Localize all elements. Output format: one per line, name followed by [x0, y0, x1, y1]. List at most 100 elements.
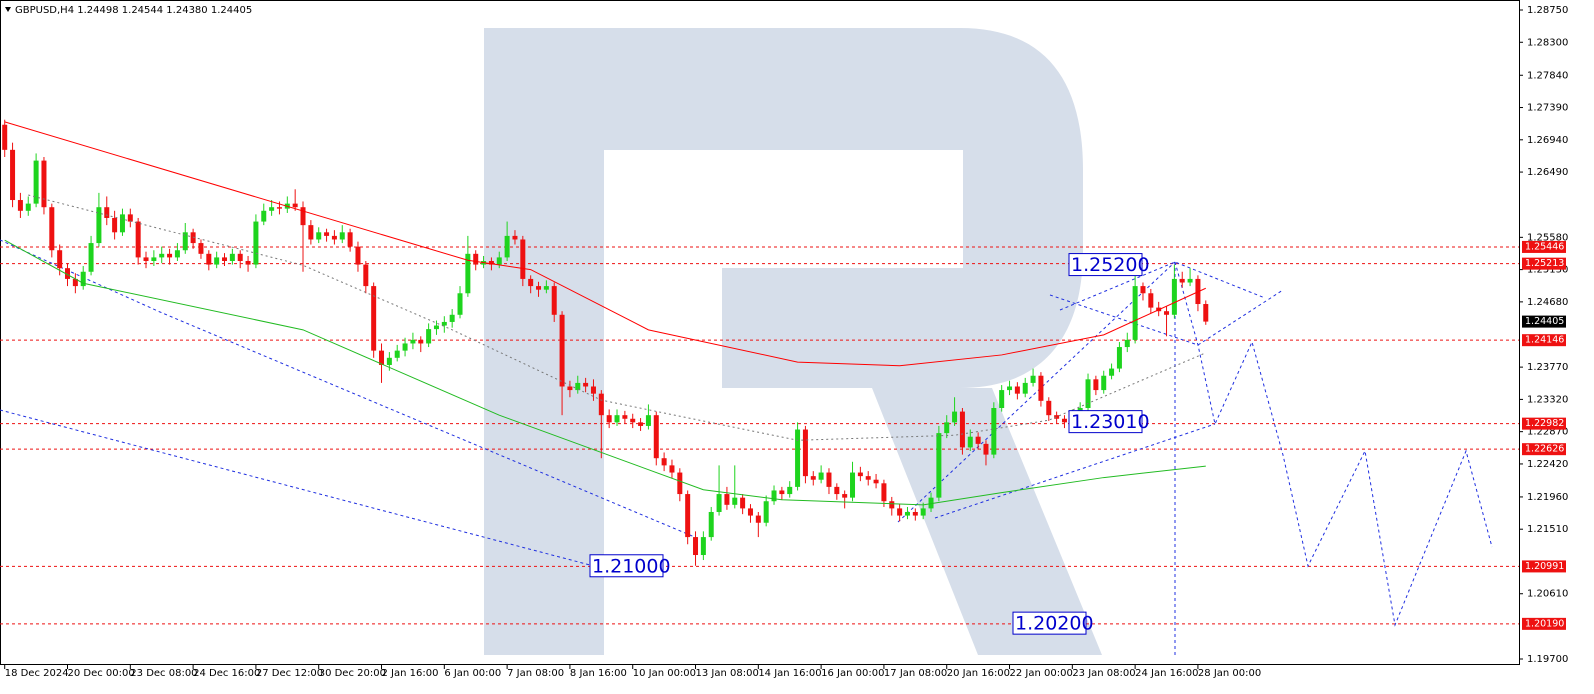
candle-body: [1030, 375, 1036, 383]
candle-body: [10, 149, 16, 201]
candle-body: [1109, 368, 1115, 376]
chart-title: GBPUSD,H4 1.24498 1.24544 1.24380 1.2440…: [15, 5, 252, 16]
candle-body: [559, 314, 565, 387]
candle-body: [842, 494, 848, 498]
candle-body: [25, 203, 31, 211]
candle-body: [881, 483, 887, 502]
candle-body: [928, 497, 934, 509]
candle-body: [661, 458, 667, 466]
candle-body: [174, 250, 180, 258]
candle-body: [991, 408, 997, 455]
candle-body: [959, 411, 965, 448]
forecast-path: [1174, 261, 1493, 627]
annotation-box: [1068, 410, 1143, 434]
annotations: 1.25200 1.23010 1.21000 1.20200: [589, 253, 1150, 635]
candle-body: [65, 268, 71, 279]
candle-body: [49, 207, 55, 251]
level-tag: [1522, 334, 1566, 347]
candle-body: [1203, 304, 1209, 322]
y-tick-label: 1.19700: [1527, 654, 1568, 665]
candle-body: [371, 286, 377, 351]
candle-body: [912, 511, 918, 516]
candle-body: [182, 232, 188, 251]
x-tick-label: 23 Dec 08:00: [130, 668, 197, 679]
candle-body: [1054, 415, 1060, 419]
x-tick-label: 14 Jan 16:00: [758, 668, 821, 679]
level-label: 1.24146: [1525, 335, 1564, 346]
level-label: 1.20190: [1525, 618, 1564, 629]
candle-body: [418, 339, 424, 344]
y-tick-label: 1.23320: [1527, 394, 1568, 405]
candle-body: [1187, 278, 1193, 283]
menu-arrow[interactable]: [5, 7, 11, 12]
candle-body: [1164, 311, 1170, 315]
candle-body: [269, 207, 275, 211]
annotation-label: 1.20200: [1015, 613, 1094, 635]
candle-body: [135, 221, 141, 258]
candle-body: [771, 490, 777, 502]
candle-body: [732, 497, 738, 505]
candle-body: [355, 246, 361, 265]
candle-body: [755, 515, 761, 523]
candle-body: [237, 253, 243, 261]
candle-body: [622, 415, 628, 419]
y-tick-label: 1.23770: [1527, 362, 1568, 373]
candle-body: [897, 508, 903, 516]
candle-body: [685, 494, 691, 538]
candle-body: [1093, 379, 1099, 391]
candle-body: [630, 418, 636, 423]
annotation-box: [1012, 611, 1087, 635]
candle-body: [606, 415, 612, 423]
candle-body: [1046, 400, 1052, 416]
y-tick-label: 1.21960: [1527, 492, 1568, 503]
y-tick-label: 1.26490: [1527, 167, 1568, 178]
x-tick-label: 7 Jan 08:00: [507, 668, 564, 679]
x-tick-label: 28 Jan 00:00: [1198, 668, 1261, 679]
x-tick-label: 17 Jan 08:00: [884, 668, 947, 679]
candle-body: [1085, 379, 1091, 409]
candle-body: [347, 232, 353, 247]
candle-body: [339, 232, 345, 240]
candle-body: [598, 393, 604, 416]
candle-body: [669, 465, 675, 473]
candle-body: [96, 207, 102, 244]
y-tick-label: 1.27390: [1527, 103, 1568, 114]
moving-average: [28, 194, 1206, 441]
candle-body: [1022, 382, 1028, 394]
x-tick-label: 24 Jan 16:00: [1135, 668, 1198, 679]
candle-body: [693, 537, 699, 556]
level-tag: [1522, 240, 1566, 253]
x-tick-label: 20 Jan 16:00: [947, 668, 1010, 679]
candle-body: [72, 278, 78, 287]
annotation-label: 1.21000: [592, 555, 671, 577]
candle-body: [261, 210, 267, 222]
trend-line: [934, 423, 1216, 519]
candle-body: [276, 207, 282, 209]
x-tick-label: 20 Dec 00:00: [68, 668, 135, 679]
level-label: 1.22982: [1525, 418, 1564, 429]
candle-body: [292, 203, 298, 208]
candle-body: [967, 436, 973, 448]
candle-body: [1014, 386, 1020, 394]
watermark: [484, 28, 1102, 655]
axes: 1.28750 1.28300 1.27840 1.27390 1.26940 1.264…: [4, 5, 1568, 679]
candle-body: [983, 443, 989, 455]
level-tag: [1522, 560, 1566, 573]
candle-body: [583, 382, 589, 387]
level-tag: [1522, 443, 1566, 456]
y-tick-label: 1.25580: [1527, 232, 1568, 243]
candle-body: [473, 253, 479, 265]
x-tick-label: 10 Jan 00:00: [633, 668, 696, 679]
candle-body: [920, 508, 926, 516]
watermark-bowl: [604, 28, 1083, 388]
candle-body: [575, 382, 581, 391]
indicators: [4, 121, 1206, 506]
candle-body: [410, 339, 416, 344]
level-tag: [1522, 257, 1566, 270]
y-tick-label: 1.26940: [1527, 135, 1568, 146]
y-tick-label: 1.21510: [1527, 524, 1568, 535]
candle-body: [441, 321, 447, 326]
candle-body: [229, 253, 235, 261]
